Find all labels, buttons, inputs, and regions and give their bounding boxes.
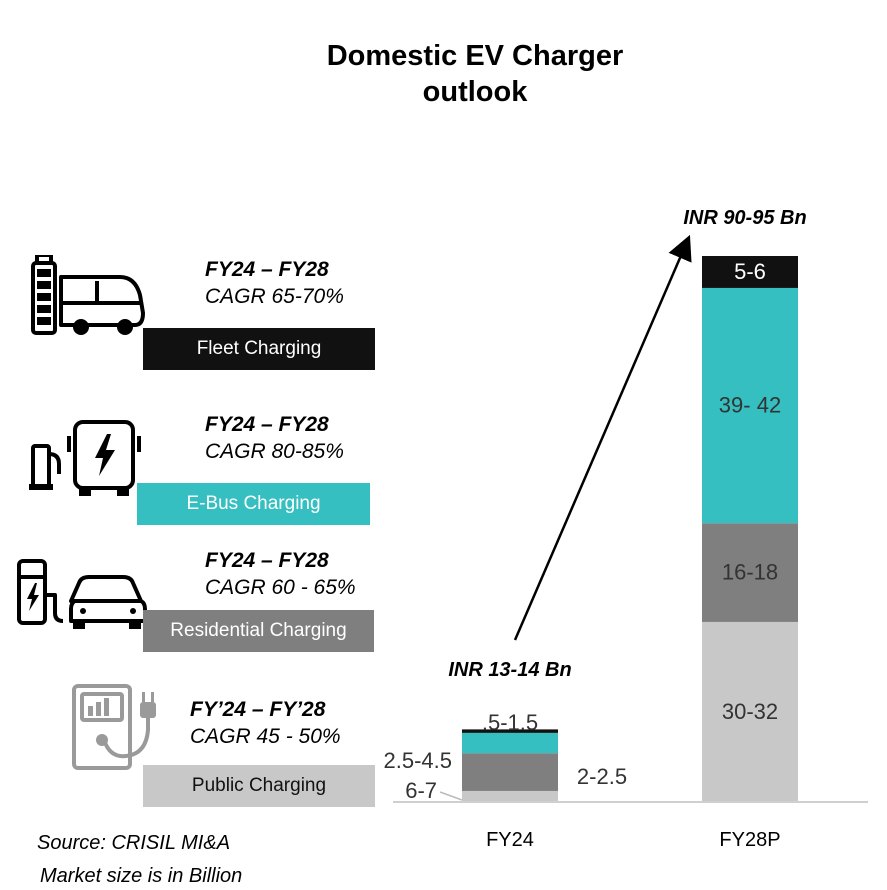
- ebus-rate: CAGR 80-85%: [205, 440, 344, 463]
- residential-cagr: FY24 – FY28 CAGR 60 - 65%: [205, 547, 356, 601]
- e-bus-icon: [25, 418, 150, 501]
- ebus-charging-label: E-Bus Charging: [137, 483, 370, 525]
- fleet-rate: CAGR 65-70%: [205, 285, 344, 308]
- chart-title: Domestic EV Charger outlook: [0, 38, 887, 110]
- bar-fy24-public-charging: [462, 790, 558, 802]
- fleet-period: FY24 – FY28: [205, 258, 329, 281]
- total-label-fy28p: INR 90-95 Bn: [683, 207, 806, 229]
- market-size-note: Market size is in Billion: [40, 865, 243, 887]
- data-label-fy24-e-bus-charging: 2.5-4.5: [384, 748, 453, 773]
- ebus-cagr: FY24 – FY28 CAGR 80-85%: [205, 411, 344, 465]
- bar-fy28p-e-bus-charging: [702, 287, 798, 524]
- fleet-van-icon: [25, 253, 150, 342]
- residential-period: FY24 – FY28: [205, 549, 329, 572]
- bar-fy24-fleet-charging: [462, 729, 558, 733]
- ebus-period: FY24 – FY28: [205, 413, 329, 436]
- public-rate: CAGR 45 - 50%: [190, 725, 341, 748]
- total-label-fy24: INR 13-14 Bn: [448, 659, 571, 681]
- x-tick-fy28p: FY28P: [719, 829, 780, 851]
- public-period: FY’24 – FY’28: [190, 698, 326, 721]
- x-tick-fy24: FY24: [486, 829, 534, 851]
- residential-rate: CAGR 60 - 65%: [205, 576, 356, 599]
- data-label-fy28p-fleet-charging: 5-6: [734, 259, 766, 284]
- data-label-fy28p-residential-charging: 16-18: [722, 560, 778, 585]
- bar-fy28p-residential-charging: [702, 523, 798, 622]
- title-line-1: Domestic EV Charger: [326, 40, 624, 72]
- label-leader-6-7: [439, 791, 463, 801]
- residential-car-icon: [15, 555, 160, 635]
- residential-charging-label: Residential Charging: [143, 610, 374, 652]
- fleet-charging-label: Fleet Charging: [143, 328, 375, 370]
- data-label-fy24-residential-charging: 6-7: [405, 778, 437, 803]
- title-line-2: outlook: [422, 76, 528, 108]
- data-label-fy24-fleet-charging: .5-1.5: [482, 710, 538, 735]
- bar-fy28p-public-charging: [702, 621, 798, 802]
- growth-arrow: [513, 234, 692, 641]
- data-label-fy28p-e-bus-charging: 39- 42: [719, 393, 781, 418]
- data-label-fy24-public-charging: 2-2.5: [577, 764, 627, 789]
- public-cagr: FY’24 – FY’28 CAGR 45 - 50%: [190, 696, 341, 750]
- bar-fy28p-fleet-charging: [702, 256, 798, 288]
- public-charging-label: Public Charging: [143, 765, 375, 807]
- data-label-fy28p-public-charging: 30-32: [722, 699, 778, 724]
- bar-fy24-e-bus-charging: [462, 732, 558, 754]
- source-note: Source: CRISIL MI&A: [37, 832, 231, 854]
- public-charger-icon: [68, 682, 168, 777]
- bar-fy24-residential-charging: [462, 753, 558, 791]
- fleet-cagr: FY24 – FY28 CAGR 65-70%: [205, 256, 344, 310]
